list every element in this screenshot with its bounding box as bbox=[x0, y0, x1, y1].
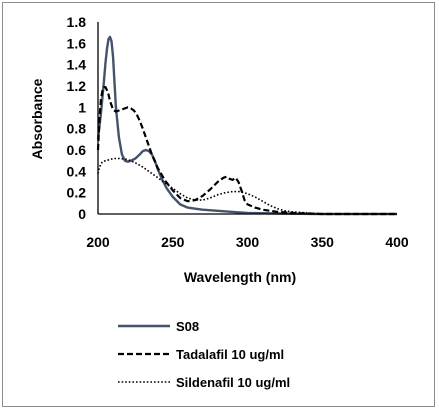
y-tick-label: 1.4 bbox=[67, 57, 87, 73]
series-line-0 bbox=[96, 35, 397, 216]
legend-label-0: S08 bbox=[176, 319, 199, 334]
axes-layer bbox=[97, 22, 397, 215]
x-tick-label: 250 bbox=[161, 234, 185, 250]
y-tick-label: 1.6 bbox=[67, 35, 87, 51]
series-line-1 bbox=[96, 85, 397, 216]
y-tick-label: 1.2 bbox=[67, 78, 87, 94]
y-tick-label: 0 bbox=[78, 206, 86, 222]
y-tick-label: 0.2 bbox=[67, 185, 87, 201]
y-axis-title: Absorbance bbox=[29, 78, 45, 159]
legend: S08 Tadalafil 10 ug/ml Sildenafil 10 ug/ml bbox=[118, 319, 290, 390]
tick-labels: 200 250 300 350 400 0 0.2 0.4 0.6 0.8 1 1.2 1.4 1.6 1.… bbox=[67, 14, 409, 250]
y-tick-label: 1 bbox=[78, 99, 86, 115]
y-tick-label: 1.8 bbox=[67, 14, 87, 30]
y-tick-label: 0.4 bbox=[67, 163, 87, 179]
series-layer bbox=[96, 35, 397, 216]
x-axis-title: Wavelength (nm) bbox=[184, 269, 296, 285]
x-tick-label: 300 bbox=[236, 234, 260, 250]
series-line-2 bbox=[97, 157, 397, 215]
legend-label-2: Sildenafil 10 ug/ml bbox=[176, 375, 290, 390]
x-tick-label: 350 bbox=[311, 234, 335, 250]
chart-frame bbox=[2, 2, 435, 407]
y-tick-label: 0.8 bbox=[67, 121, 87, 137]
y-tick-label: 0.6 bbox=[67, 142, 87, 158]
x-tick-label: 400 bbox=[385, 234, 409, 250]
legend-label-1: Tadalafil 10 ug/ml bbox=[176, 347, 284, 362]
x-tick-label: 200 bbox=[86, 234, 110, 250]
